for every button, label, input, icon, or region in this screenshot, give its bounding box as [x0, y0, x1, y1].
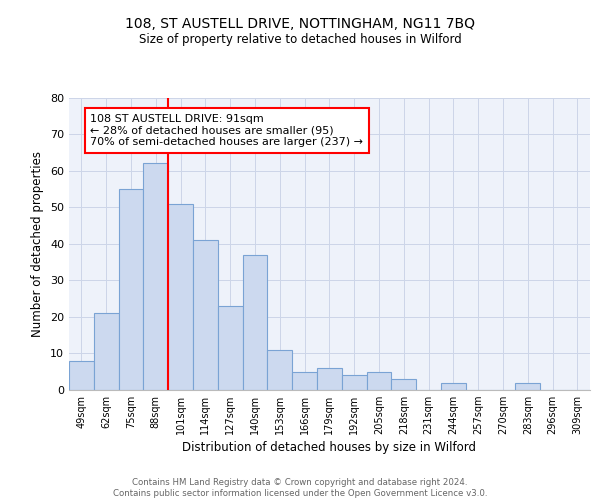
- Y-axis label: Number of detached properties: Number of detached properties: [31, 151, 44, 337]
- Bar: [367, 372, 391, 390]
- X-axis label: Distribution of detached houses by size in Wilford: Distribution of detached houses by size …: [182, 442, 476, 454]
- Bar: [317, 368, 342, 390]
- Bar: [391, 379, 416, 390]
- Bar: [292, 372, 317, 390]
- Bar: [119, 189, 143, 390]
- Text: 108 ST AUSTELL DRIVE: 91sqm
← 28% of detached houses are smaller (95)
70% of sem: 108 ST AUSTELL DRIVE: 91sqm ← 28% of det…: [90, 114, 363, 147]
- Bar: [342, 376, 367, 390]
- Bar: [242, 254, 268, 390]
- Text: 108, ST AUSTELL DRIVE, NOTTINGHAM, NG11 7BQ: 108, ST AUSTELL DRIVE, NOTTINGHAM, NG11 …: [125, 18, 475, 32]
- Bar: [218, 306, 242, 390]
- Text: Size of property relative to detached houses in Wilford: Size of property relative to detached ho…: [139, 32, 461, 46]
- Bar: [69, 361, 94, 390]
- Bar: [515, 382, 540, 390]
- Bar: [94, 313, 119, 390]
- Bar: [143, 164, 168, 390]
- Bar: [193, 240, 218, 390]
- Bar: [441, 382, 466, 390]
- Bar: [268, 350, 292, 390]
- Text: Contains HM Land Registry data © Crown copyright and database right 2024.
Contai: Contains HM Land Registry data © Crown c…: [113, 478, 487, 498]
- Bar: [168, 204, 193, 390]
